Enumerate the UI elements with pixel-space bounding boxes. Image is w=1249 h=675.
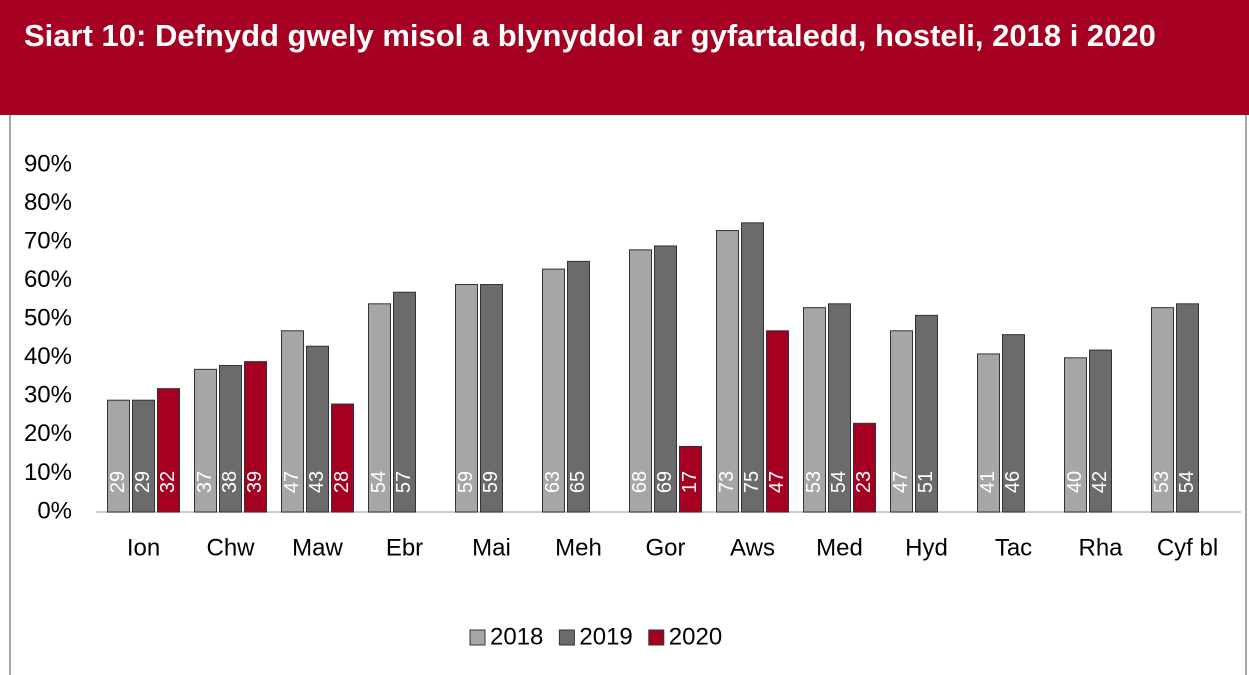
y-tick-label: 40% [24, 343, 72, 370]
bar [654, 245, 677, 513]
bar [455, 284, 478, 513]
bar [542, 268, 565, 513]
data-label: 43 [306, 471, 328, 493]
data-label: 28 [331, 471, 353, 493]
y-tick-label: 90% [24, 150, 72, 177]
y-tick-label: 10% [24, 459, 72, 486]
bar [679, 445, 702, 513]
data-label: 47 [890, 471, 912, 493]
data-label: 46 [1002, 471, 1024, 493]
x-tick-label: Ebr [386, 534, 423, 561]
data-label: 59 [480, 471, 502, 493]
data-label: 41 [977, 471, 999, 493]
x-tick-label: Tac [995, 534, 1032, 561]
data-label: 37 [194, 471, 216, 493]
data-label: 69 [654, 471, 676, 493]
legend-swatch [558, 629, 575, 646]
bar [977, 353, 1000, 513]
bar [194, 368, 217, 513]
data-label: 59 [455, 471, 477, 493]
bar [1151, 307, 1174, 513]
data-label: 68 [629, 471, 651, 493]
bar [1089, 349, 1112, 513]
bar [331, 403, 354, 513]
x-tick-label: Mai [472, 534, 511, 561]
y-tick-label: 70% [24, 227, 72, 254]
legend-label: 2020 [669, 623, 722, 650]
x-tick-label: Meh [555, 534, 602, 561]
y-tick-label: 50% [24, 305, 72, 332]
data-label: 54 [1176, 471, 1198, 493]
x-tick-label: Hyd [905, 534, 948, 561]
data-label: 65 [567, 471, 589, 493]
data-label: 63 [542, 471, 564, 493]
y-tick-label: 60% [24, 266, 72, 293]
title-banner [0, 0, 1249, 115]
data-label: 53 [803, 471, 825, 493]
data-label: 23 [853, 471, 875, 493]
x-tick-label: Maw [292, 534, 343, 561]
legend-label: 2019 [579, 623, 632, 650]
bar [244, 361, 267, 513]
data-label: 47 [766, 471, 788, 493]
data-label: 38 [219, 471, 241, 493]
legend-swatch [648, 629, 665, 646]
data-label: 32 [157, 471, 179, 493]
data-label: 29 [107, 471, 129, 493]
y-tick-label: 20% [24, 420, 72, 447]
data-label: 57 [393, 471, 415, 493]
bar [766, 330, 789, 513]
bar [803, 307, 826, 513]
x-tick-label: Med [816, 534, 863, 561]
bar [132, 399, 155, 513]
bar [107, 399, 130, 513]
x-tick-label: Cyf bl [1157, 534, 1218, 561]
bar [629, 249, 652, 513]
data-label: 53 [1151, 471, 1173, 493]
bar [853, 422, 876, 513]
bar [1064, 357, 1087, 513]
x-tick-label: Chw [206, 534, 255, 561]
bar [890, 330, 913, 513]
bar [915, 314, 938, 513]
data-label: 47 [281, 471, 303, 493]
bar [306, 345, 329, 513]
bar [281, 330, 304, 513]
data-label: 17 [679, 471, 701, 493]
x-tick-label: Ion [127, 534, 160, 561]
x-tick-label: Aws [730, 534, 775, 561]
bar [368, 303, 391, 513]
data-label: 39 [244, 471, 266, 493]
data-label: 51 [915, 471, 937, 493]
data-label: 40 [1064, 471, 1086, 493]
data-label: 75 [741, 471, 763, 493]
data-label: 54 [828, 471, 850, 493]
data-label: 29 [132, 471, 154, 493]
y-tick-label: 30% [24, 382, 72, 409]
bar [567, 260, 590, 513]
y-tick-label: 0% [37, 497, 72, 524]
x-tick-label: Gor [645, 534, 685, 561]
data-label: 42 [1089, 471, 1111, 493]
title-box: Siart 10: Defnydd gwely misol a blynyddo… [24, 18, 1156, 53]
legend-swatch [469, 629, 486, 646]
bar [716, 230, 739, 513]
bar [219, 364, 242, 513]
data-label: 54 [368, 471, 390, 493]
bar [741, 222, 764, 513]
y-tick-label: 80% [24, 189, 72, 216]
bar [1002, 334, 1025, 513]
bar [480, 284, 503, 513]
chart-title: Siart 10: Defnydd gwely misol a blynyddo… [24, 18, 1156, 53]
x-tick-label: Rha [1078, 534, 1123, 561]
data-label: 73 [716, 471, 738, 493]
bar [828, 303, 851, 513]
legend-label: 2018 [490, 623, 543, 650]
bar [393, 291, 416, 513]
bar [157, 388, 180, 513]
bar [1176, 303, 1199, 513]
